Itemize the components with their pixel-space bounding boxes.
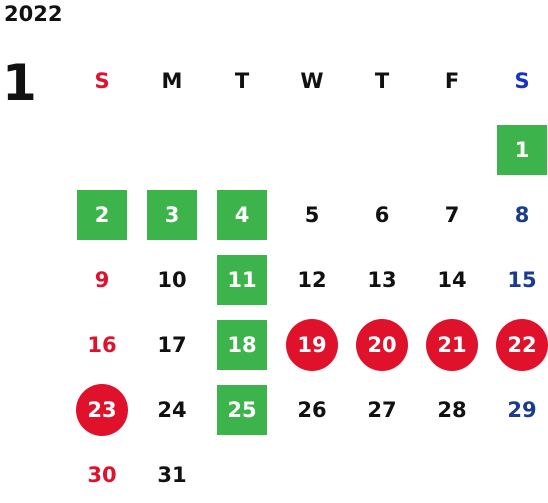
day-cell-29[interactable]: 29 <box>507 398 537 422</box>
weekday-header-sat: S <box>514 69 530 93</box>
weekday-header-fri: F <box>444 69 460 93</box>
year-label: 2022 <box>4 2 63 26</box>
day-cell-7[interactable]: 7 <box>444 203 460 227</box>
day-cell-17[interactable]: 17 <box>157 333 187 357</box>
day-cell-14[interactable]: 14 <box>437 268 467 292</box>
day-cell-21[interactable]: 21 <box>426 319 478 371</box>
day-cell-2[interactable]: 2 <box>77 190 127 240</box>
day-cell-12[interactable]: 12 <box>297 268 327 292</box>
day-cell-27[interactable]: 27 <box>367 398 397 422</box>
day-cell-31[interactable]: 31 <box>157 463 187 487</box>
day-cell-22[interactable]: 22 <box>496 319 548 371</box>
day-cell-9[interactable]: 9 <box>94 268 110 292</box>
day-cell-26[interactable]: 26 <box>297 398 327 422</box>
weekday-header-tue: T <box>234 69 250 93</box>
day-cell-5[interactable]: 5 <box>304 203 320 227</box>
day-cell-3[interactable]: 3 <box>147 190 197 240</box>
day-cell-13[interactable]: 13 <box>367 268 397 292</box>
day-cell-4[interactable]: 4 <box>217 190 267 240</box>
weekday-header-mon: M <box>161 69 183 93</box>
day-cell-28[interactable]: 28 <box>437 398 467 422</box>
day-cell-8[interactable]: 8 <box>514 203 530 227</box>
day-cell-20[interactable]: 20 <box>356 319 408 371</box>
day-cell-11[interactable]: 11 <box>217 255 267 305</box>
day-cell-23[interactable]: 23 <box>76 384 128 436</box>
day-cell-16[interactable]: 16 <box>87 333 117 357</box>
day-cell-25[interactable]: 25 <box>217 385 267 435</box>
day-cell-10[interactable]: 10 <box>157 268 187 292</box>
day-cell-6[interactable]: 6 <box>374 203 390 227</box>
day-cell-30[interactable]: 30 <box>87 463 117 487</box>
month-number: 1 <box>2 54 37 112</box>
day-cell-18[interactable]: 18 <box>217 320 267 370</box>
day-cell-1[interactable]: 1 <box>497 125 547 175</box>
day-cell-19[interactable]: 19 <box>286 319 338 371</box>
weekday-header-wed: W <box>300 69 324 93</box>
day-cell-15[interactable]: 15 <box>507 268 537 292</box>
weekday-header-sun: S <box>94 69 110 93</box>
weekday-header-thu: T <box>374 69 390 93</box>
day-cell-24[interactable]: 24 <box>157 398 187 422</box>
